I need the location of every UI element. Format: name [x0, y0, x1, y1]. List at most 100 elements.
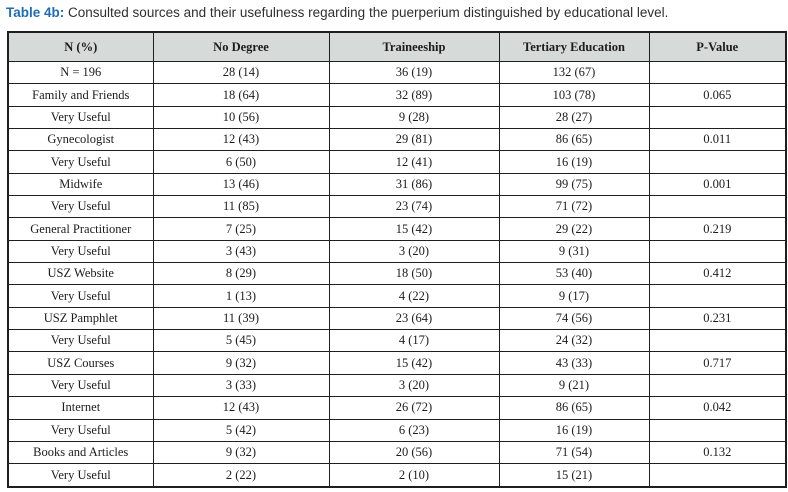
- column-header: P-Value: [648, 31, 787, 62]
- table-cell: [648, 195, 787, 219]
- table-cell: 24 (32): [498, 329, 650, 353]
- table-cell: 20 (56): [328, 440, 500, 465]
- table-cell: 0.231: [648, 306, 787, 331]
- table-cell: 0.001: [648, 172, 787, 197]
- table-cell: 6 (23): [328, 418, 500, 442]
- table-cell: 86 (65): [498, 128, 650, 152]
- table-cell: 11 (39): [152, 306, 330, 331]
- table-cell: Very Useful: [7, 105, 154, 130]
- table-cell: Very Useful: [7, 329, 154, 353]
- table-cell: Family and Friends: [7, 83, 154, 107]
- table-cell: Very Useful: [7, 239, 154, 264]
- table-caption: Table 4b: Consulted sources and their us…: [6, 4, 668, 21]
- table-cell: [648, 239, 787, 264]
- table-cell: 103 (78): [498, 83, 650, 107]
- table-cell: 15 (42): [328, 351, 500, 375]
- table-cell: 2 (10): [328, 463, 500, 488]
- table-cell: 9 (31): [498, 239, 650, 264]
- table-row: N = 196 28 (14) 36 (19) 132 (67): [7, 60, 787, 85]
- table-cell: 15 (21): [498, 463, 650, 488]
- header-row: N (%) No Degree Traineeship Tertiary Educat…: [7, 31, 787, 62]
- table-cell: 9 (32): [152, 440, 330, 465]
- table-row: Midwife 13 (46) 31 (86) 99 (75) 0.001: [7, 172, 787, 197]
- table-cell: 29 (81): [328, 128, 500, 152]
- table-row: Very Useful 5 (45) 4 (17) 24 (32): [7, 329, 787, 353]
- table-cell: [648, 418, 787, 442]
- table-cell: 32 (89): [328, 83, 500, 107]
- table-row: Internet 12 (43) 26 (72) 86 (65) 0.042: [7, 396, 787, 420]
- table-cell: Very Useful: [7, 284, 154, 308]
- table-cell: 7 (25): [152, 217, 330, 241]
- table-cell: [648, 105, 787, 130]
- table-cell: Very Useful: [7, 373, 154, 398]
- table-cell: 43 (33): [498, 351, 650, 375]
- table-row: Gynecologist 12 (43) 29 (81) 86 (65) 0.011: [7, 128, 787, 152]
- table-cell: 132 (67): [498, 60, 650, 85]
- table-cell: [648, 150, 787, 174]
- table-caption-label: Table 4b:: [6, 5, 65, 20]
- table-cell: Very Useful: [7, 150, 154, 174]
- table-cell: 0.412: [648, 262, 787, 286]
- table-cell: Very Useful: [7, 418, 154, 442]
- table-cell: 74 (56): [498, 306, 650, 331]
- table-cell: Very Useful: [7, 463, 154, 488]
- table-row: Very Useful 11 (85) 23 (74) 71 (72): [7, 195, 787, 219]
- table-row: Very Useful 1 (13) 4 (22) 9 (17): [7, 284, 787, 308]
- table-cell: 5 (42): [152, 418, 330, 442]
- table-cell: 18 (50): [328, 262, 500, 286]
- table-cell: 99 (75): [498, 172, 650, 197]
- table-cell: 23 (64): [328, 306, 500, 331]
- table-cell: 3 (20): [328, 373, 500, 398]
- table-cell: 29 (22): [498, 217, 650, 241]
- table-cell: 8 (29): [152, 262, 330, 286]
- table-cell: 0.219: [648, 217, 787, 241]
- table-cell: 31 (86): [328, 172, 500, 197]
- table-cell: [648, 60, 787, 85]
- table-cell: 16 (19): [498, 418, 650, 442]
- table-cell: 0.011: [648, 128, 787, 152]
- table-cell: N = 196: [7, 60, 154, 85]
- table-cell: 86 (65): [498, 396, 650, 420]
- table-cell: 16 (19): [498, 150, 650, 174]
- table-row: Very Useful 5 (42) 6 (23) 16 (19): [7, 418, 787, 442]
- table-row: Very Useful 10 (56) 9 (28) 28 (27): [7, 105, 787, 130]
- table-cell: 4 (22): [328, 284, 500, 308]
- column-header: No Degree: [152, 31, 330, 62]
- table-body: N = 196 28 (14) 36 (19) 132 (67) Family and …: [7, 60, 787, 488]
- table-cell: 9 (17): [498, 284, 650, 308]
- table-cell: 12 (43): [152, 396, 330, 420]
- table-row: Very Useful 2 (22) 2 (10) 15 (21): [7, 463, 787, 488]
- table-cell: Books and Articles: [7, 440, 154, 465]
- table-cell: 4 (17): [328, 329, 500, 353]
- table-cell: 0.042: [648, 396, 787, 420]
- table-cell: 28 (27): [498, 105, 650, 130]
- table-row: USZ Website 8 (29) 18 (50) 53 (40) 0.412: [7, 262, 787, 286]
- table-cell: 15 (42): [328, 217, 500, 241]
- table-cell: 12 (41): [328, 150, 500, 174]
- table-caption-text: Consulted sources and their usefulness r…: [64, 5, 669, 20]
- table-cell: 3 (43): [152, 239, 330, 264]
- table-row: Very Useful 3 (33) 3 (20) 9 (21): [7, 373, 787, 398]
- table-cell: 18 (64): [152, 83, 330, 107]
- table-cell: 9 (21): [498, 373, 650, 398]
- table-cell: Very Useful: [7, 195, 154, 219]
- results-table: N (%) No Degree Traineeship Tertiary Educat…: [7, 31, 787, 488]
- table-cell: 5 (45): [152, 329, 330, 353]
- table-row: Very Useful 6 (50) 12 (41) 16 (19): [7, 150, 787, 174]
- table-cell: 3 (33): [152, 373, 330, 398]
- table-cell: 71 (72): [498, 195, 650, 219]
- table-row: Family and Friends 18 (64) 32 (89) 103 (78)…: [7, 83, 787, 107]
- column-header: N (%): [7, 31, 154, 62]
- column-header: Tertiary Education: [498, 31, 650, 62]
- table-cell: 9 (28): [328, 105, 500, 130]
- table-cell: Gynecologist: [7, 128, 154, 152]
- table-cell: 28 (14): [152, 60, 330, 85]
- table-cell: 26 (72): [328, 396, 500, 420]
- table-cell: USZ Website: [7, 262, 154, 286]
- table-row: Books and Articles 9 (32) 20 (56) 71 (54) 0.…: [7, 440, 787, 465]
- table-cell: [648, 373, 787, 398]
- table-cell: USZ Courses: [7, 351, 154, 375]
- table-cell: 12 (43): [152, 128, 330, 152]
- table-row: USZ Courses 9 (32) 15 (42) 43 (33) 0.717: [7, 351, 787, 375]
- table-cell: 0.717: [648, 351, 787, 375]
